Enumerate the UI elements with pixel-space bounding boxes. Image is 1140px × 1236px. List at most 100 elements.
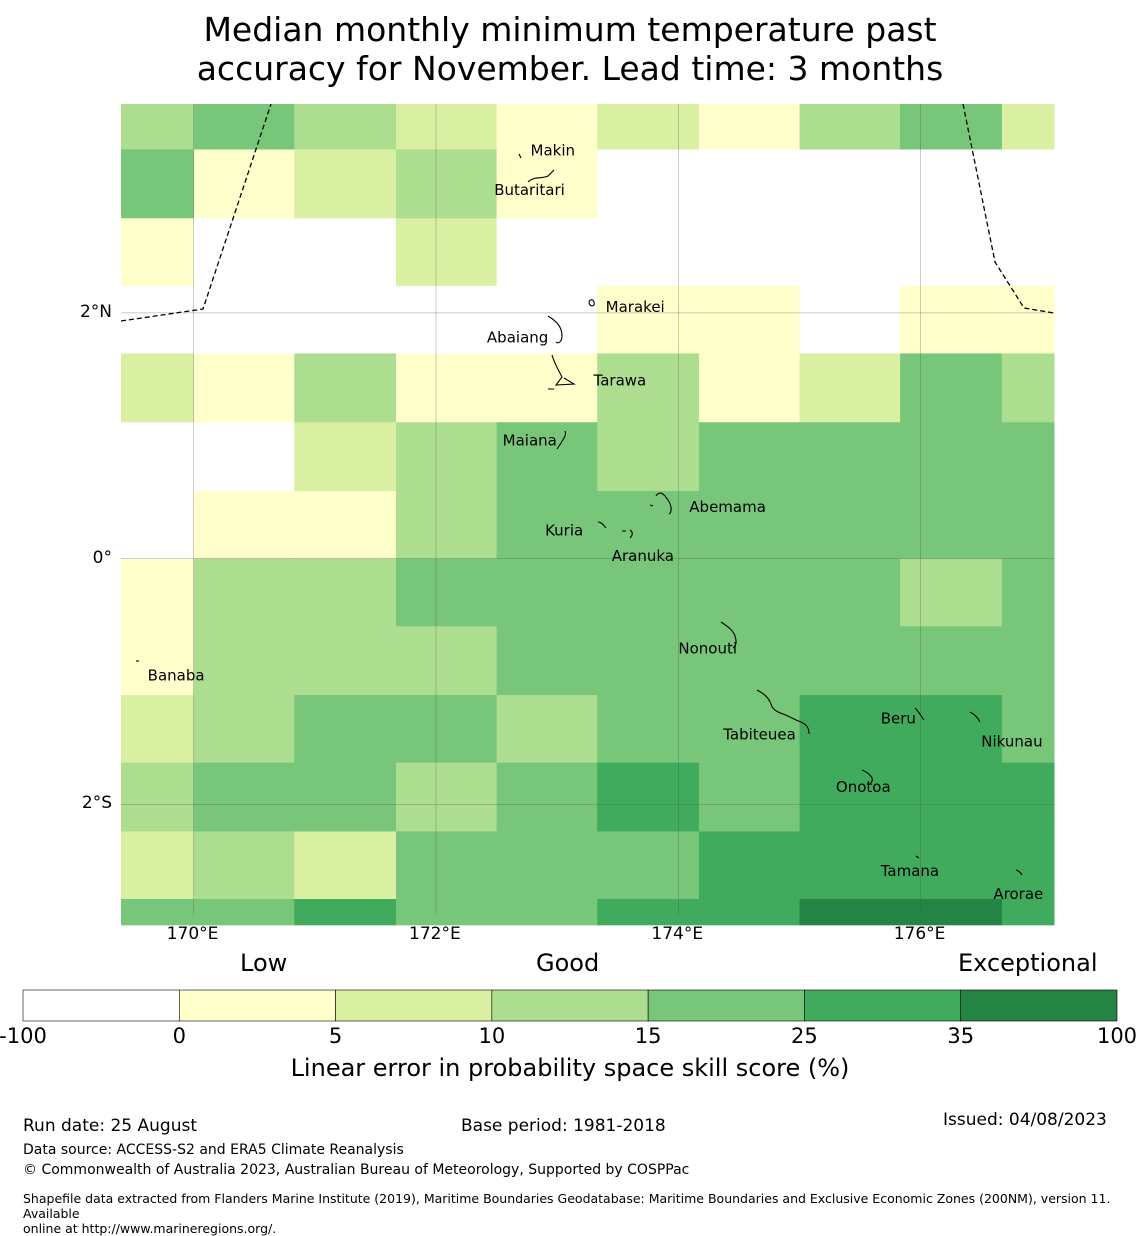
copyright: © Commonwealth of Australia 2023, Austra… xyxy=(23,1162,690,1178)
x-tick-label: 176°E xyxy=(893,924,946,944)
grid-cell-r7-c0 xyxy=(121,558,195,627)
grid-cell-r4-c0 xyxy=(121,353,195,423)
grid-cell-r11-c3 xyxy=(396,831,498,900)
map-title: Median monthly minimum temperature past … xyxy=(0,10,1140,88)
grid-cell-r11-c5 xyxy=(597,831,700,900)
grid-cell-r0-c1 xyxy=(193,104,295,150)
grid-cell-r0-c6 xyxy=(698,104,801,150)
grid-cell-r4-c4 xyxy=(496,353,598,423)
shapefile-credit: Shapefile data extracted from Flanders M… xyxy=(23,1191,1133,1236)
grid-cell-r8-c9 xyxy=(1001,626,1055,696)
colorbar-bin-1 xyxy=(178,989,336,1022)
run-date: Run date: 25 August xyxy=(23,1116,197,1136)
eez-boundary xyxy=(120,103,1055,322)
island-nonouti xyxy=(720,621,737,649)
grid-cell-r8-c7 xyxy=(799,626,901,696)
grid-cell-r1-c9 xyxy=(1001,149,1055,219)
shapefile-credit-line-1: Shapefile data extracted from Flanders M… xyxy=(23,1191,1111,1221)
grid-cell-r6-c7 xyxy=(799,491,901,560)
colorbar-title: Linear error in probability space skill … xyxy=(290,1054,850,1082)
grid-cell-r9-c0 xyxy=(121,695,195,764)
grid-cell-r1-c1 xyxy=(193,149,295,219)
grid-cell-r2-c5 xyxy=(597,218,700,287)
island-aranuka xyxy=(622,529,633,539)
colorbar-bin-6 xyxy=(960,989,1118,1022)
grid-cell-r7-c4 xyxy=(496,558,598,627)
colorbar-tick-label: 35 xyxy=(947,1024,975,1048)
place-label-aranuka: Aranuka xyxy=(612,547,674,565)
grid-cell-r2-c2 xyxy=(294,218,397,287)
grid-cell-r7-c7 xyxy=(799,558,901,627)
grid-cell-r7-c6 xyxy=(698,558,801,627)
island-nikunau xyxy=(969,711,981,723)
grid-cell-r9-c4 xyxy=(496,695,598,764)
grid-cell-r0-c4 xyxy=(496,104,598,150)
grid-cell-r2-c8 xyxy=(900,218,1003,287)
grid-cell-r2-c0 xyxy=(121,218,195,287)
grid-cell-r6-c9 xyxy=(1001,491,1055,560)
grid-cell-r1-c2 xyxy=(294,149,397,219)
grid-cell-r5-c2 xyxy=(294,422,397,492)
grid-cell-r0-c7 xyxy=(799,104,901,150)
grid-cell-r3-c6 xyxy=(698,285,801,354)
graticule xyxy=(121,104,1054,915)
grid-cell-r7-c1 xyxy=(193,558,295,627)
island-kuria xyxy=(597,521,607,529)
grid-cell-r10-c4 xyxy=(496,762,598,832)
colorbar xyxy=(22,989,1118,1022)
grid-cell-r9-c1 xyxy=(193,695,295,764)
grid-cell-r0-c8 xyxy=(900,104,1003,150)
grid-cell-r12-c2 xyxy=(294,899,397,926)
grid-cell-r4-c3 xyxy=(396,353,498,423)
grid-cell-r2-c7 xyxy=(799,218,901,287)
grid-cell-r7-c2 xyxy=(294,558,397,627)
grid-cell-r11-c7 xyxy=(799,831,901,900)
grid-cell-r1-c7 xyxy=(799,149,901,219)
data-source: Data source: ACCESS-S2 and ERA5 Climate … xyxy=(23,1142,404,1158)
colorbar-tick-label: 5 xyxy=(328,1024,343,1048)
colorbar-tick-label: 10 xyxy=(478,1024,506,1048)
colorbar-bin-4 xyxy=(647,989,805,1022)
place-label-butaritari: Butaritari xyxy=(494,181,565,199)
place-label-arorae: Arorae xyxy=(993,885,1043,903)
grid-cell-r4-c5 xyxy=(597,353,700,423)
y-tick-label: 2°S xyxy=(81,793,112,814)
grid-cell-r4-c2 xyxy=(294,353,397,423)
grid-cell-r11-c6 xyxy=(698,831,801,900)
grid-cell-r3-c3 xyxy=(396,285,498,354)
grid-cell-r6-c1 xyxy=(193,491,295,560)
title-line-2: accuracy for November. Lead time: 3 mont… xyxy=(196,49,944,88)
grid-cell-r6-c5 xyxy=(597,491,700,560)
grid-cell-r9-c2 xyxy=(294,695,397,764)
colorbar-bin-5 xyxy=(804,989,962,1022)
grid-cell-r10-c8 xyxy=(900,762,1003,832)
grid-cell-r5-c8 xyxy=(900,422,1003,492)
category-low-label: Low xyxy=(240,949,288,977)
island-abemama xyxy=(649,492,672,515)
grid-cell-r12-c3 xyxy=(396,899,498,926)
grid-cell-r12-c7 xyxy=(799,899,901,926)
grid-cell-r1-c8 xyxy=(900,149,1003,219)
title-line-1: Median monthly minimum temperature past xyxy=(203,10,937,49)
grid-cell-r9-c9 xyxy=(1001,695,1055,764)
category-exceptional-label: Exceptional xyxy=(958,949,1098,977)
grid-cell-r2-c6 xyxy=(698,218,801,287)
grid-cell-r3-c8 xyxy=(900,285,1003,354)
grid-cell-r9-c5 xyxy=(597,695,700,764)
grid-cell-r4-c6 xyxy=(698,353,801,423)
place-label-nonouti: Nonouti xyxy=(678,639,737,657)
grid-cell-r2-c9 xyxy=(1001,218,1055,287)
grid-cell-r5-c7 xyxy=(799,422,901,492)
grid-cell-r10-c9 xyxy=(1001,762,1055,832)
grid-cell-r4-c9 xyxy=(1001,353,1055,423)
grid-cell-r3-c2 xyxy=(294,285,397,354)
grid-cell-r10-c3 xyxy=(396,762,498,832)
colorbar-tick-label: -100 xyxy=(0,1024,47,1048)
grid-cell-r5-c3 xyxy=(396,422,498,492)
grid-cell-r5-c4 xyxy=(496,422,598,492)
grid-cell-r3-c4 xyxy=(496,285,598,354)
place-label-onotoa: Onotoa xyxy=(836,778,891,796)
grid-cell-r3-c5 xyxy=(597,285,700,354)
grid-cell-r11-c4 xyxy=(496,831,598,900)
